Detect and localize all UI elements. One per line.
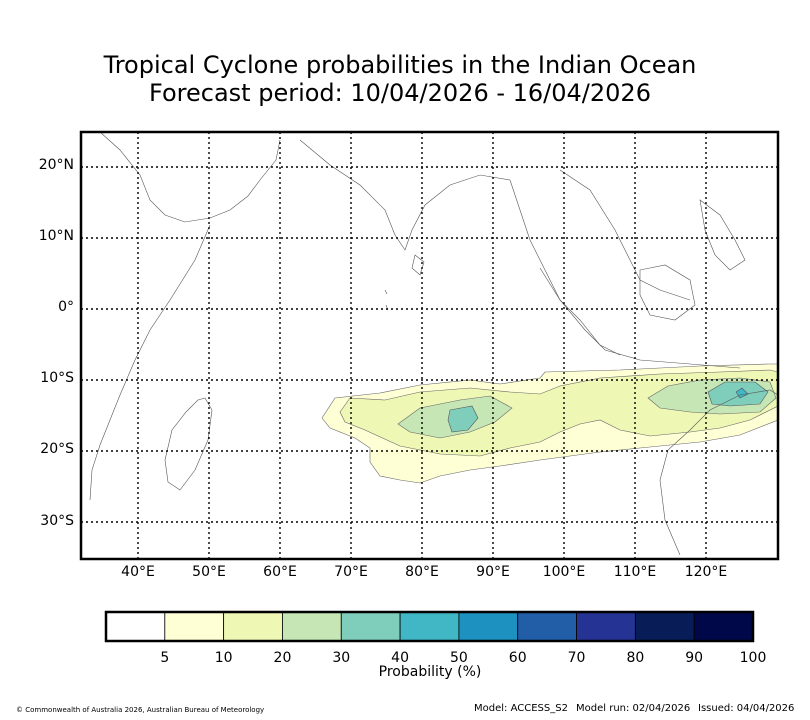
lon-label-40e: 40°E (121, 564, 155, 580)
lat-label-20n: 20°N (38, 157, 74, 173)
colorbar-cell (282, 611, 342, 642)
issued-date: Issued: 04/04/2026 (698, 703, 795, 714)
colorbar-tick-label: 100 (739, 650, 767, 666)
colorbar-cell (458, 611, 519, 642)
lon-label-90e: 90°E (476, 564, 510, 580)
colorbar-label: Probability (%) (378, 664, 482, 680)
model-name: Model: ACCESS_S2 (474, 703, 568, 714)
colorbar-tick-label: 40 (391, 650, 409, 666)
coastlines (89, 132, 778, 556)
colorbar-cell (105, 611, 166, 642)
lon-label-50e: 50°E (192, 564, 226, 580)
colorbar-cell (164, 611, 225, 642)
colorbar-cell (517, 611, 577, 642)
lon-label-60e: 60°E (263, 564, 297, 580)
map-frame (79, 130, 780, 561)
lat-label-0: 0° (58, 299, 74, 315)
lon-label-120e: 120°E (684, 564, 728, 580)
lat-label-20s: 20°S (40, 441, 74, 457)
copyright-text: © Commonwealth of Australia 2026, Austra… (16, 706, 265, 714)
colorbar-tick-label: 70 (567, 650, 586, 666)
prob-band-30 (447, 405, 479, 433)
colorbar-cell (693, 611, 754, 642)
colorbar-frame (104, 610, 755, 643)
colorbar-cell (634, 611, 695, 642)
colorbar-tick-label: 80 (626, 650, 645, 666)
lon-label-110e: 110°E (613, 564, 657, 580)
colorbar-cell (223, 611, 283, 642)
lat-label-30s: 30°S (40, 513, 74, 529)
colorbar-tick-label: 20 (273, 650, 292, 666)
colorbar-cell (340, 611, 401, 642)
colorbar-cell (576, 611, 636, 642)
colorbar-tick-label: 90 (685, 650, 704, 666)
gridlines (81, 132, 778, 559)
lon-label-100e: 100°E (542, 564, 586, 580)
title-line-1: Tropical Cyclone probabilities in the In… (103, 51, 697, 79)
title-line-2: Forecast period: 10/04/2026 - 16/04/2026 (149, 79, 651, 107)
colorbar-tick-label: 60 (508, 650, 527, 666)
colorbar-tick-label: 30 (332, 650, 351, 666)
colorbar-tick-label: 10 (214, 650, 233, 666)
colorbar-tick-label: 5 (160, 650, 170, 666)
colorbar-tick-label: 50 (449, 650, 468, 666)
lon-label-70e: 70°E (334, 564, 368, 580)
model-run-date: Model run: 02/04/2026 (576, 703, 691, 714)
colorbar-cell (399, 611, 460, 642)
lat-label-10n: 10°N (38, 228, 74, 244)
lat-label-10s: 10°S (40, 370, 74, 386)
lon-label-80e: 80°E (405, 564, 439, 580)
